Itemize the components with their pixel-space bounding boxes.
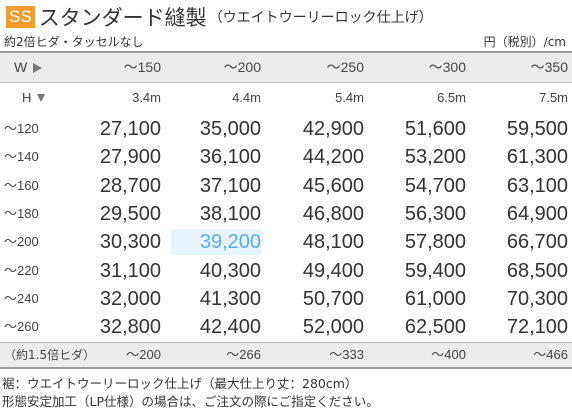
fabric-width-value: 3.4m <box>132 90 161 105</box>
footer-width-value: ～400 <box>431 347 466 362</box>
header-divider <box>0 82 572 83</box>
footer-width-value: ～266 <box>226 347 261 362</box>
price-cell: 50,700 <box>302 288 364 310</box>
price-cell: 27,900 <box>99 146 161 168</box>
price-cell: 41,300 <box>199 288 261 310</box>
footer-width-value: ～333 <box>329 347 364 362</box>
price-cell: 51,600 <box>404 118 466 140</box>
price-cell: 27,100 <box>99 118 161 140</box>
price-cell: 40,300 <box>199 260 261 282</box>
table-top-rule <box>0 51 572 53</box>
price-cell: 61,000 <box>404 288 466 310</box>
price-cell: 59,400 <box>404 260 466 282</box>
width-label-text: W <box>14 59 28 75</box>
height-row-label: ～120 <box>4 121 39 136</box>
price-cell: 39,200 <box>171 229 261 255</box>
price-cell: 70,300 <box>506 288 568 310</box>
price-cell: 49,400 <box>302 260 364 282</box>
price-cell: 44,200 <box>302 146 364 168</box>
fabric-width-value: 5.4m <box>335 90 364 105</box>
price-cell: 57,800 <box>404 231 466 253</box>
arrow-right-icon <box>33 63 43 73</box>
price-cell: 53,200 <box>404 146 466 168</box>
price-cell: 32,800 <box>99 316 161 338</box>
height-row-label: ～140 <box>4 149 39 164</box>
price-cell: 61,300 <box>506 146 568 168</box>
footer-divider <box>0 342 572 343</box>
height-axis-label: H <box>22 88 46 108</box>
pleat-note: 約2倍ヒダ・タッセルなし <box>4 35 144 49</box>
price-cell: 48,100 <box>302 231 364 253</box>
width-header-band <box>0 53 572 82</box>
page-subtitle: （ウエイトウーリーロック仕上げ） <box>208 10 433 26</box>
height-row-label: ～180 <box>4 206 39 221</box>
height-row-label: ～160 <box>4 178 39 193</box>
price-cell: 56,300 <box>404 203 466 225</box>
fabric-width-value: 7.5m <box>539 90 568 105</box>
price-cell: 54,700 <box>404 175 466 197</box>
lp-note: 形態安定加工（LP仕様）の場合は、ご注文の際にご指定ください。 <box>2 394 379 409</box>
price-cell: 36,100 <box>199 146 261 168</box>
price-cell: 42,400 <box>199 316 261 338</box>
fabric-width-value: 4.4m <box>232 90 261 105</box>
page-title: スタンダード縫製 <box>38 6 207 30</box>
price-cell: 29,500 <box>99 203 161 225</box>
ss-badge: SS <box>6 6 35 28</box>
price-cell: 52,000 <box>302 316 364 338</box>
width-column-header: ～200 <box>223 59 261 75</box>
height-row-label: ～240 <box>4 291 39 306</box>
price-cell: 66,700 <box>506 231 568 253</box>
height-label-text: H <box>22 90 32 105</box>
price-cell: 45,600 <box>302 175 364 197</box>
price-cell: 30,300 <box>99 231 161 253</box>
price-cell: 31,100 <box>99 260 161 282</box>
title-row: SS スタンダード縫製 （ウエイトウーリーロック仕上げ） <box>6 4 433 30</box>
price-cell: 62,500 <box>404 316 466 338</box>
footer-width-value: ～466 <box>533 347 568 362</box>
price-cell: 72,100 <box>506 316 568 338</box>
price-cell: 46,800 <box>302 203 364 225</box>
hem-note: 裾：ウエイトウーリーロック仕上げ（最大仕上り丈：280cm） <box>2 376 358 391</box>
price-cell: 42,900 <box>302 118 364 140</box>
fabric-width-value: 6.5m <box>437 90 466 105</box>
height-row-label: ～260 <box>4 319 39 334</box>
price-cell: 64,900 <box>506 203 568 225</box>
arrow-down-icon <box>37 94 46 102</box>
price-cell: 63,100 <box>506 175 568 197</box>
price-cell: 35,000 <box>199 118 261 140</box>
price-cell: 32,000 <box>99 288 161 310</box>
price-cell: 38,100 <box>199 203 261 225</box>
width-column-header: ～250 <box>326 59 364 75</box>
price-cell: 68,500 <box>506 260 568 282</box>
footer-width-value: ～200 <box>126 347 161 362</box>
footer-pleat-label: （約1.5倍ヒダ） <box>4 348 96 362</box>
width-column-header: ～300 <box>428 59 466 75</box>
height-row-label: ～200 <box>4 234 39 249</box>
unit-note: 円（税別）/cm <box>483 35 566 49</box>
width-column-header: ～350 <box>530 59 568 75</box>
price-cell: 28,700 <box>99 175 161 197</box>
width-column-header: ～150 <box>123 59 161 75</box>
price-cell: 37,100 <box>199 175 261 197</box>
price-cell: 59,500 <box>506 118 568 140</box>
footer-band <box>0 343 572 367</box>
table-bottom-rule <box>0 367 572 369</box>
width-axis-label: W <box>14 53 43 82</box>
height-row-label: ～220 <box>4 263 39 278</box>
